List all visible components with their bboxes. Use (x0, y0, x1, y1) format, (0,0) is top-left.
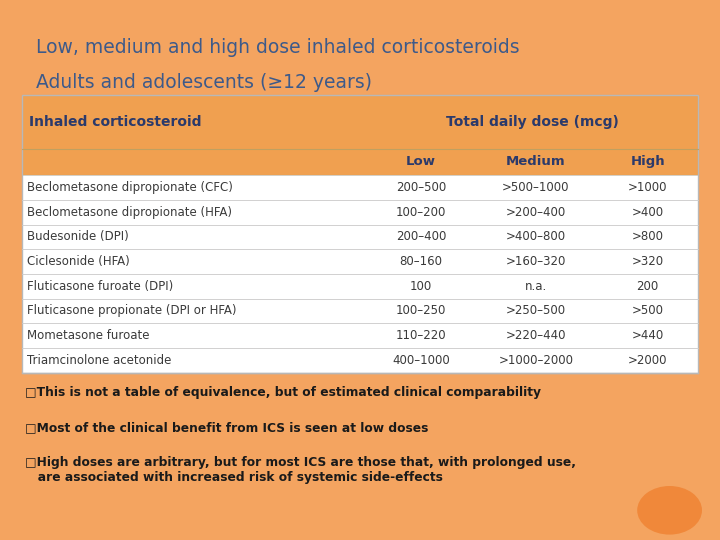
Text: 100–200: 100–200 (396, 206, 446, 219)
Text: Mometasone furoate: Mometasone furoate (27, 329, 150, 342)
Text: Low, medium and high dose inhaled corticosteroids: Low, medium and high dose inhaled cortic… (36, 38, 520, 57)
Text: n.a.: n.a. (525, 280, 547, 293)
Text: >440: >440 (631, 329, 664, 342)
Text: 200: 200 (636, 280, 659, 293)
Text: >400–800: >400–800 (506, 231, 566, 244)
Text: 80–160: 80–160 (400, 255, 442, 268)
Text: >500: >500 (631, 305, 664, 318)
Text: 200–500: 200–500 (396, 181, 446, 194)
Text: 110–220: 110–220 (395, 329, 446, 342)
Text: 100: 100 (410, 280, 432, 293)
Text: 200–400: 200–400 (396, 231, 446, 244)
Text: High: High (630, 156, 665, 168)
Text: >500–1000: >500–1000 (503, 181, 570, 194)
Text: Low: Low (406, 156, 436, 168)
Text: >160–320: >160–320 (505, 255, 566, 268)
Text: Budesonide (DPI): Budesonide (DPI) (27, 231, 129, 244)
Text: >1000: >1000 (628, 181, 667, 194)
Text: 400–1000: 400–1000 (392, 354, 450, 367)
Text: Triamcinolone acetonide: Triamcinolone acetonide (27, 354, 172, 367)
Text: Total daily dose (mcg): Total daily dose (mcg) (446, 114, 619, 129)
Text: 100–250: 100–250 (396, 305, 446, 318)
Text: Beclometasone dipropionate (CFC): Beclometasone dipropionate (CFC) (27, 181, 233, 194)
Text: >220–440: >220–440 (505, 329, 566, 342)
Text: Beclometasone dipropionate (HFA): Beclometasone dipropionate (HFA) (27, 206, 233, 219)
Text: □High doses are arbitrary, but for most ICS are those that, with prolonged use,
: □High doses are arbitrary, but for most … (25, 456, 576, 484)
Text: >1000–2000: >1000–2000 (498, 354, 573, 367)
Text: Ciclesonide (HFA): Ciclesonide (HFA) (27, 255, 130, 268)
Text: Inhaled corticosteroid: Inhaled corticosteroid (29, 114, 202, 129)
Text: >400: >400 (631, 206, 664, 219)
Text: Medium: Medium (506, 156, 566, 168)
Text: >2000: >2000 (628, 354, 667, 367)
Text: >200–400: >200–400 (506, 206, 566, 219)
Text: Adults and adolescents (≥12 years): Adults and adolescents (≥12 years) (36, 73, 372, 92)
Text: □This is not a table of equivalence, but of estimated clinical comparability: □This is not a table of equivalence, but… (25, 386, 541, 399)
Text: >800: >800 (631, 231, 664, 244)
Text: Fluticasone furoate (DPI): Fluticasone furoate (DPI) (27, 280, 174, 293)
Text: >250–500: >250–500 (506, 305, 566, 318)
Text: >320: >320 (631, 255, 664, 268)
Text: □Most of the clinical benefit from ICS is seen at low doses: □Most of the clinical benefit from ICS i… (25, 421, 428, 434)
Text: Fluticasone propionate (DPI or HFA): Fluticasone propionate (DPI or HFA) (27, 305, 237, 318)
